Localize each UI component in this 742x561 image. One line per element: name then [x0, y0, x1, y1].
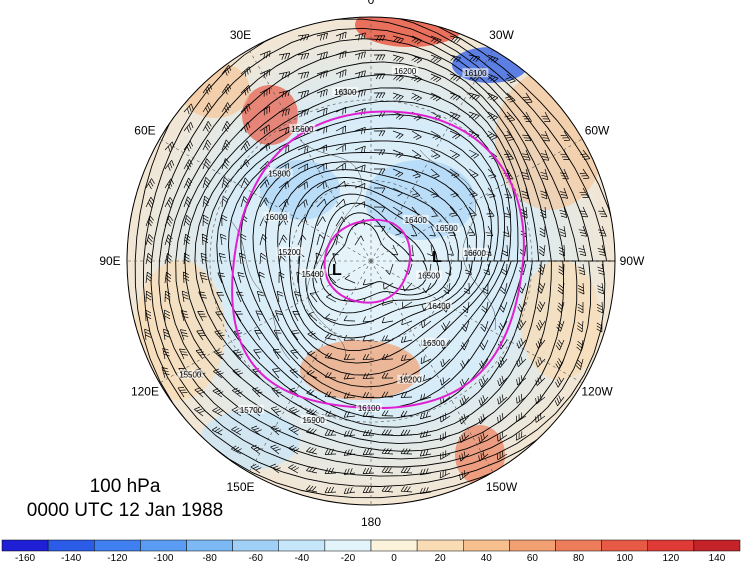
colorbar-swatch [647, 539, 695, 552]
contour-label: 16000 [265, 213, 288, 222]
colorbar-tick-label: -140 [61, 553, 81, 561]
longitude-label: 120W [581, 385, 613, 399]
longitude-label: 150E [226, 480, 254, 494]
pressure-level-label: 100 hPa [89, 476, 161, 497]
longitude-labels: 0 30W 60W 90W 120W 150W 180 150E 120E 90E 60E 30E [99, 0, 645, 529]
contour-label: 16400 [428, 302, 451, 311]
colorbar-tick-label: -20 [341, 553, 356, 561]
colorbar-tick-label: -100 [153, 553, 173, 561]
colorbar-tick-label: -80 [202, 553, 217, 561]
colorbar-tick-label: -160 [15, 553, 35, 561]
colorbar-tick-label: -60 [248, 553, 263, 561]
longitude-label: 150W [486, 480, 518, 494]
contour-label: 16200 [399, 376, 422, 385]
colorbar-tick-label: 0 [391, 553, 397, 561]
colorbar-swatch [509, 539, 556, 552]
contour-label: 16200 [394, 67, 417, 76]
colorbar-swatch [601, 539, 648, 552]
contour-label: 16300 [334, 88, 357, 97]
colorbar-tick-label: -120 [107, 553, 127, 561]
contour-label: 15700 [240, 406, 263, 415]
colorbar-tick-label: 20 [435, 553, 447, 561]
contour-label: 16500 [418, 272, 441, 281]
colorbar-tick-label: -40 [295, 553, 310, 561]
colorbar-swatch [232, 539, 279, 552]
colorbar-swatch [693, 539, 741, 552]
contour-label: 15500 [179, 371, 202, 380]
colorbar-swatch [324, 539, 372, 552]
contour-label: 16400 [405, 216, 428, 225]
colorbar-swatch [47, 539, 95, 552]
contour-label: 15600 [291, 125, 314, 134]
map-outline [126, 16, 616, 506]
coastlines [229, 139, 496, 361]
colorbar-swatch [416, 539, 464, 552]
longitude-label: 60E [134, 124, 155, 138]
colorbar-tick-label: 100 [616, 553, 633, 561]
contour-label: 15200 [278, 248, 301, 257]
contour-label: 16300 [423, 339, 446, 348]
colorbar-swatch [370, 539, 418, 552]
valid-time-label: 0000 UTC 12 Jan 1988 [26, 500, 224, 521]
colorbar-swatch [463, 539, 510, 552]
longitude-label: 30E [230, 28, 251, 42]
contour-labels: 16500 16400 16300 16200 16100 15900 15700 15500… [177, 66, 489, 425]
colorbar-swatch [186, 539, 233, 552]
contour-label: 15400 [302, 270, 325, 279]
colorbar-swatch [555, 539, 602, 552]
colorbar-swatch [1, 539, 49, 552]
colorbar-tick-label: 40 [481, 553, 493, 561]
colorbar-tick-label: 140 [709, 553, 726, 561]
longitude-label: 0 [368, 0, 375, 7]
colorbar-swatch [94, 539, 141, 552]
colorbar-swatch [140, 539, 187, 552]
contour-label: 16500 [435, 224, 458, 233]
colorbar-tick-label: 80 [573, 553, 585, 561]
longitude-label: 30W [489, 28, 514, 42]
longitude-label: 60W [585, 124, 610, 138]
longitude-label: 180 [361, 515, 381, 529]
low-symbol-west: L [332, 262, 342, 279]
contour-label: 15800 [268, 169, 291, 178]
longitude-label: 120E [131, 385, 159, 399]
low-symbol-east: L [432, 249, 442, 266]
colorbar-tick-label: 60 [527, 553, 539, 561]
colorbar: -160 -140 -120 -100 -80 -60 -40 -20 0 20 40 60 80 100… [1, 539, 741, 561]
contour-label: 16100 [358, 404, 381, 413]
contour-label: 16600 [464, 249, 487, 258]
graticule [127, 17, 615, 505]
longitude-label: 90W [620, 254, 645, 268]
contour-label: 15900 [302, 416, 325, 425]
contour-label: 16100 [464, 69, 487, 78]
colorbar-swatch [278, 539, 326, 552]
colorbar-tick-label: 120 [662, 553, 679, 561]
longitude-label: 90E [99, 254, 120, 268]
